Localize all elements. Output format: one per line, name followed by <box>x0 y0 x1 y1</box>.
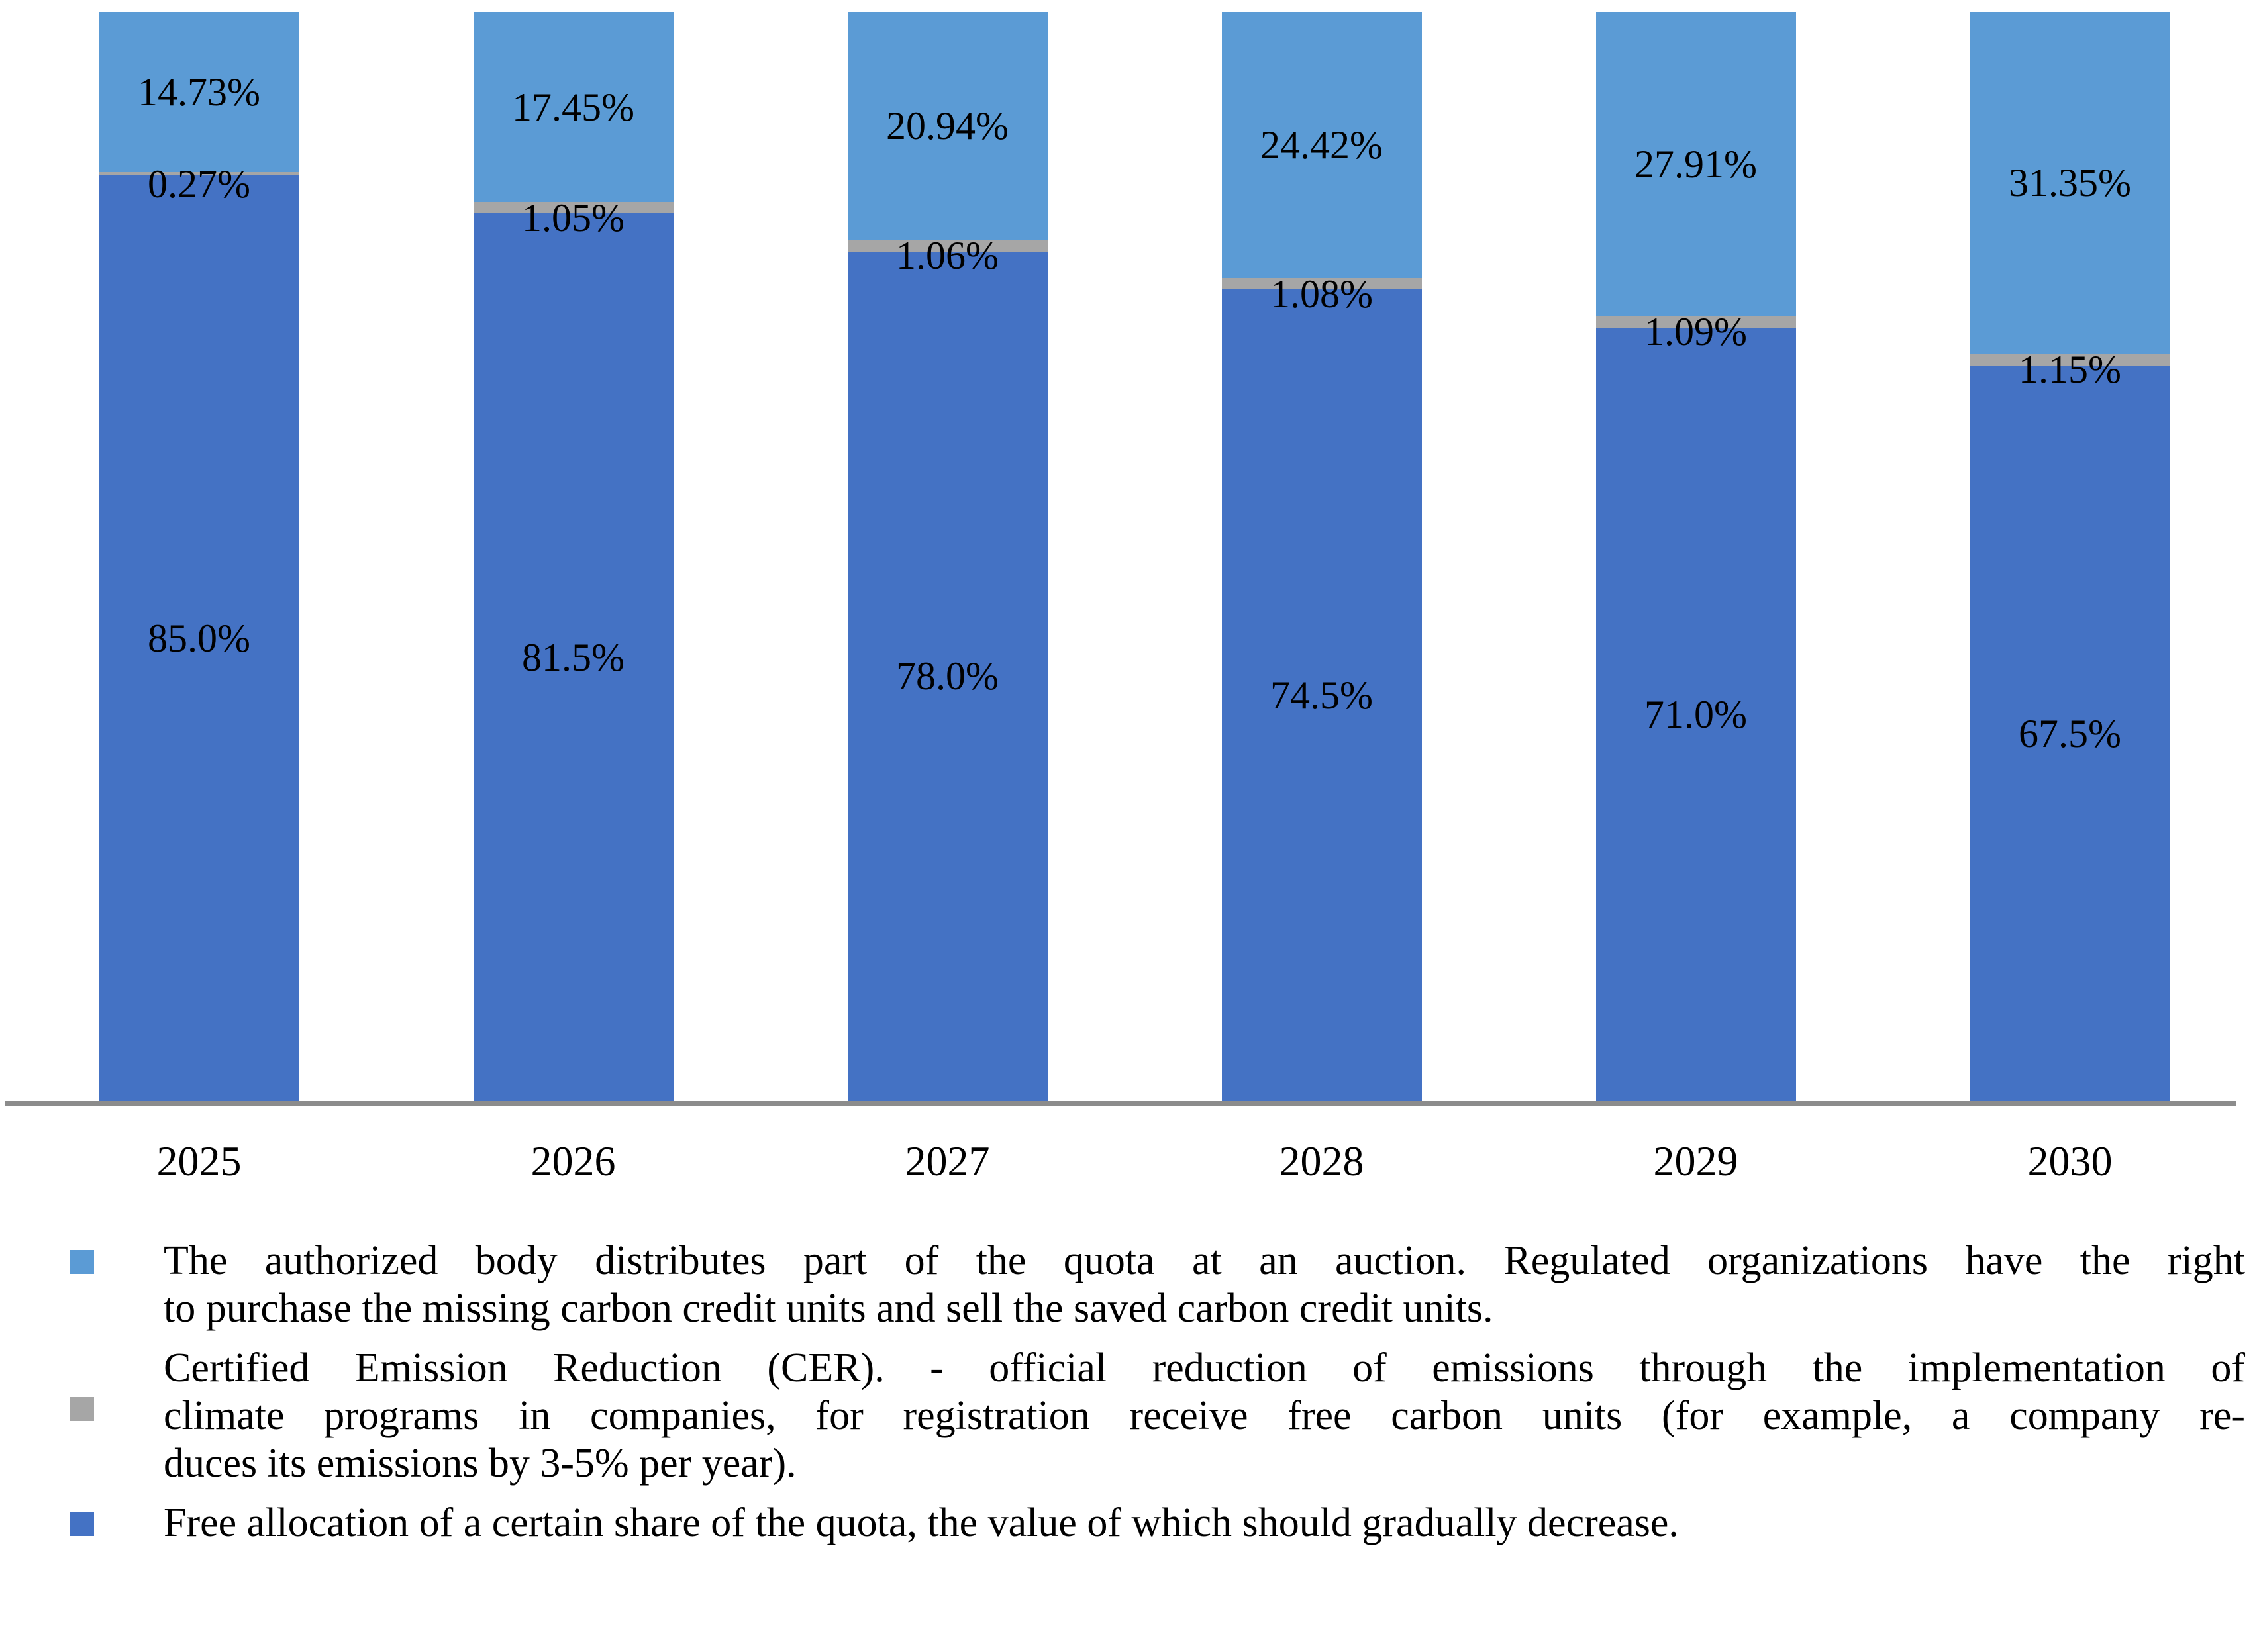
segment-cer-2029 <box>1595 316 1796 328</box>
bar-slot-2025: 14.73% 0.27% 85.0% <box>12 12 386 1101</box>
segment-cer-2030 <box>1970 353 2170 366</box>
segment-auction-share-2029 <box>1595 12 1796 316</box>
segment-free-allocation-2029 <box>1595 328 1796 1101</box>
x-label-2030: 2030 <box>2027 1138 2113 1185</box>
legend-swatch-cer <box>70 1397 94 1421</box>
legend-line: climate programs in companies, for regis… <box>164 1393 2245 1438</box>
label-free-allocation-2026: 81.5% <box>522 635 625 679</box>
x-label-2028: 2028 <box>1279 1138 1364 1185</box>
legend: The authorized body distributes part of … <box>70 1237 2245 1547</box>
segment-auction-share-2025 <box>99 12 299 173</box>
legend-text-free-allocation: Free allocation of a certain share of th… <box>164 1499 2245 1547</box>
legend-swatch-auction-share <box>70 1250 94 1274</box>
legend-text-auction-share: The authorized body distributes part of … <box>164 1237 2245 1332</box>
label-auction-share-2030: 31.35% <box>2009 160 2131 205</box>
segment-cer-2027 <box>847 240 1048 252</box>
label-auction-share-2028: 24.42% <box>1260 122 1383 167</box>
x-label-2026: 2026 <box>530 1138 616 1185</box>
segment-free-allocation-2026 <box>473 213 674 1101</box>
bars: 14.73% 0.27% 85.0% 17.45% 1.05% 81.5% 20.94% 1.… <box>12 12 2257 1101</box>
label-cer-2030: 1.15% <box>2019 348 2121 392</box>
label-cer-2029: 1.09% <box>1644 310 1747 354</box>
bar-2030: 31.35% 1.15% 67.5% <box>1970 12 2170 1101</box>
label-cer-2025: 0.27% <box>148 162 250 206</box>
label-free-allocation-2028: 74.5% <box>1270 673 1373 718</box>
segment-auction-share-2026 <box>473 12 674 203</box>
legend-line: The authorized body distributes part of … <box>164 1238 2245 1283</box>
legend-line: Certified Emission Reduction (CER). - of… <box>164 1345 2245 1390</box>
label-cer-2028: 1.08% <box>1270 271 1373 316</box>
x-axis-labels: 2025 2026 2027 2028 2029 2030 <box>12 1140 2257 1183</box>
legend-text-cer: Certified Emission Reduction (CER). - of… <box>164 1344 2245 1487</box>
label-free-allocation-2027: 78.0% <box>896 654 999 699</box>
bar-2028: 24.42% 1.08% 74.5% <box>1221 12 1422 1101</box>
bar-slot-2027: 20.94% 1.06% 78.0% <box>760 12 1134 1101</box>
plot-area: 14.73% 0.27% 85.0% 17.45% 1.05% 81.5% 20.94% 1.… <box>5 12 2257 1106</box>
label-cer-2026: 1.05% <box>522 195 625 240</box>
label-auction-share-2026: 17.45% <box>512 85 634 129</box>
legend-swatch-free-allocation <box>70 1512 94 1536</box>
x-label-2029: 2029 <box>1653 1138 1738 1185</box>
x-label-2027: 2027 <box>905 1138 990 1185</box>
segment-cer-2026 <box>473 202 674 214</box>
legend-item-cer: Certified Emission Reduction (CER). - of… <box>70 1344 2245 1487</box>
label-cer-2027: 1.06% <box>896 234 999 278</box>
x-axis-line <box>5 1101 2236 1106</box>
bar-slot-2030: 31.35% 1.15% 67.5% <box>1883 12 2257 1101</box>
segment-auction-share-2027 <box>847 12 1048 240</box>
legend-item-auction-share: The authorized body distributes part of … <box>70 1237 2245 1332</box>
label-free-allocation-2029: 71.0% <box>1644 693 1747 737</box>
label-free-allocation-2030: 67.5% <box>2019 711 2121 755</box>
bar-slot-2026: 17.45% 1.05% 81.5% <box>386 12 760 1101</box>
segment-auction-share-2028 <box>1221 12 1422 278</box>
bar-slot-2028: 24.42% 1.08% 74.5% <box>1134 12 1509 1101</box>
legend-line: duces its emissions by 3-5% per year). <box>164 1441 797 1486</box>
segment-cer-2025 <box>99 172 299 175</box>
segment-free-allocation-2030 <box>1970 365 2170 1101</box>
bar-2025: 14.73% 0.27% 85.0% <box>99 12 299 1101</box>
segment-auction-share-2030 <box>1970 12 2170 354</box>
segment-free-allocation-2025 <box>99 175 299 1101</box>
label-auction-share-2027: 20.94% <box>886 104 1009 148</box>
legend-line: Free allocation of a certain share of th… <box>164 1500 1679 1545</box>
bar-2029: 27.91% 1.09% 71.0% <box>1595 12 1796 1101</box>
bar-2026: 17.45% 1.05% 81.5% <box>473 12 674 1101</box>
segment-free-allocation-2028 <box>1221 289 1422 1101</box>
bar-slot-2029: 27.91% 1.09% 71.0% <box>1509 12 1883 1101</box>
label-auction-share-2029: 27.91% <box>1634 142 1757 186</box>
label-free-allocation-2025: 85.0% <box>148 616 250 660</box>
legend-line: to purchase the missing carbon credit un… <box>164 1286 1493 1331</box>
legend-item-free-allocation: Free allocation of a certain share of th… <box>70 1499 2245 1547</box>
segment-free-allocation-2027 <box>847 251 1048 1101</box>
x-label-2025: 2025 <box>156 1138 242 1185</box>
bar-2027: 20.94% 1.06% 78.0% <box>847 12 1048 1101</box>
segment-cer-2028 <box>1221 277 1422 290</box>
label-auction-share-2025: 14.73% <box>138 70 260 115</box>
